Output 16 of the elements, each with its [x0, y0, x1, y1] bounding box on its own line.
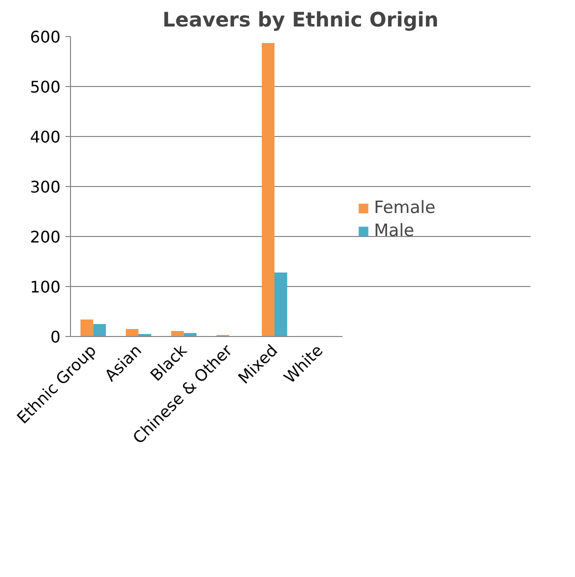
- bar: [274, 272, 288, 336]
- y-tick-label: 0: [50, 328, 61, 346]
- y-tick-label: 400: [30, 128, 61, 146]
- legend-label: Female: [374, 198, 436, 218]
- bar: [262, 43, 274, 336]
- y-tick-label: 100: [30, 278, 61, 296]
- bar: [93, 324, 106, 336]
- chart-title: Leavers by Ethnic Origin: [162, 8, 438, 32]
- y-tick-label: 600: [30, 28, 61, 46]
- y-tick-label: 500: [30, 78, 61, 96]
- bar: [171, 331, 184, 336]
- legend-label: Male: [374, 221, 414, 241]
- y-tick-label: 300: [30, 178, 61, 196]
- bar: [80, 320, 94, 336]
- y-tick-label: 200: [30, 228, 61, 246]
- bar: [126, 329, 138, 336]
